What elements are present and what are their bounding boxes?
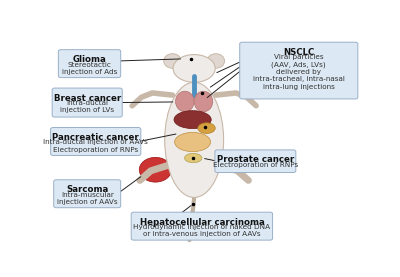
FancyBboxPatch shape (52, 88, 122, 117)
Text: Hepatocellular carcinoma: Hepatocellular carcinoma (140, 218, 264, 227)
Text: Intra-ductal
injection of LVs: Intra-ductal injection of LVs (60, 100, 114, 113)
FancyBboxPatch shape (51, 127, 141, 155)
Text: Intra-ductal injection of AAVs
Electroporation of RNPs: Intra-ductal injection of AAVs Electropo… (43, 139, 148, 153)
FancyBboxPatch shape (215, 150, 296, 173)
Text: Stereotactic
injection of Ads: Stereotactic injection of Ads (62, 61, 117, 75)
Ellipse shape (139, 157, 172, 182)
Ellipse shape (164, 54, 181, 68)
Ellipse shape (175, 132, 210, 152)
FancyBboxPatch shape (240, 42, 358, 99)
Ellipse shape (198, 123, 215, 134)
Ellipse shape (165, 82, 224, 198)
Text: Sarcoma: Sarcoma (66, 185, 108, 194)
Text: Hydrodynamic injection of naked DNA
or intra-venous injection of AAVs: Hydrodynamic injection of naked DNA or i… (133, 224, 270, 237)
Text: NSCLC: NSCLC (283, 48, 314, 57)
Ellipse shape (173, 55, 215, 82)
FancyBboxPatch shape (58, 50, 121, 78)
Ellipse shape (176, 91, 194, 112)
FancyBboxPatch shape (54, 180, 121, 208)
FancyBboxPatch shape (131, 212, 272, 240)
Ellipse shape (184, 153, 202, 163)
Text: Electroporation of RNPs: Electroporation of RNPs (213, 162, 298, 168)
Text: Glioma: Glioma (73, 55, 106, 64)
Text: Pancreatic cancer: Pancreatic cancer (52, 133, 139, 142)
Ellipse shape (194, 91, 213, 112)
Text: Viral particles
(AAV, Ads, LVs)
delivered by
intra-tracheal, intra-nasal
intra-l: Viral particles (AAV, Ads, LVs) delivere… (253, 54, 345, 90)
Ellipse shape (207, 54, 224, 68)
Text: Intra-muscular
injection of AAVs: Intra-muscular injection of AAVs (57, 192, 118, 205)
Text: Breast cancer: Breast cancer (54, 94, 121, 102)
Text: Prostate cancer: Prostate cancer (217, 155, 294, 165)
Ellipse shape (174, 111, 211, 129)
